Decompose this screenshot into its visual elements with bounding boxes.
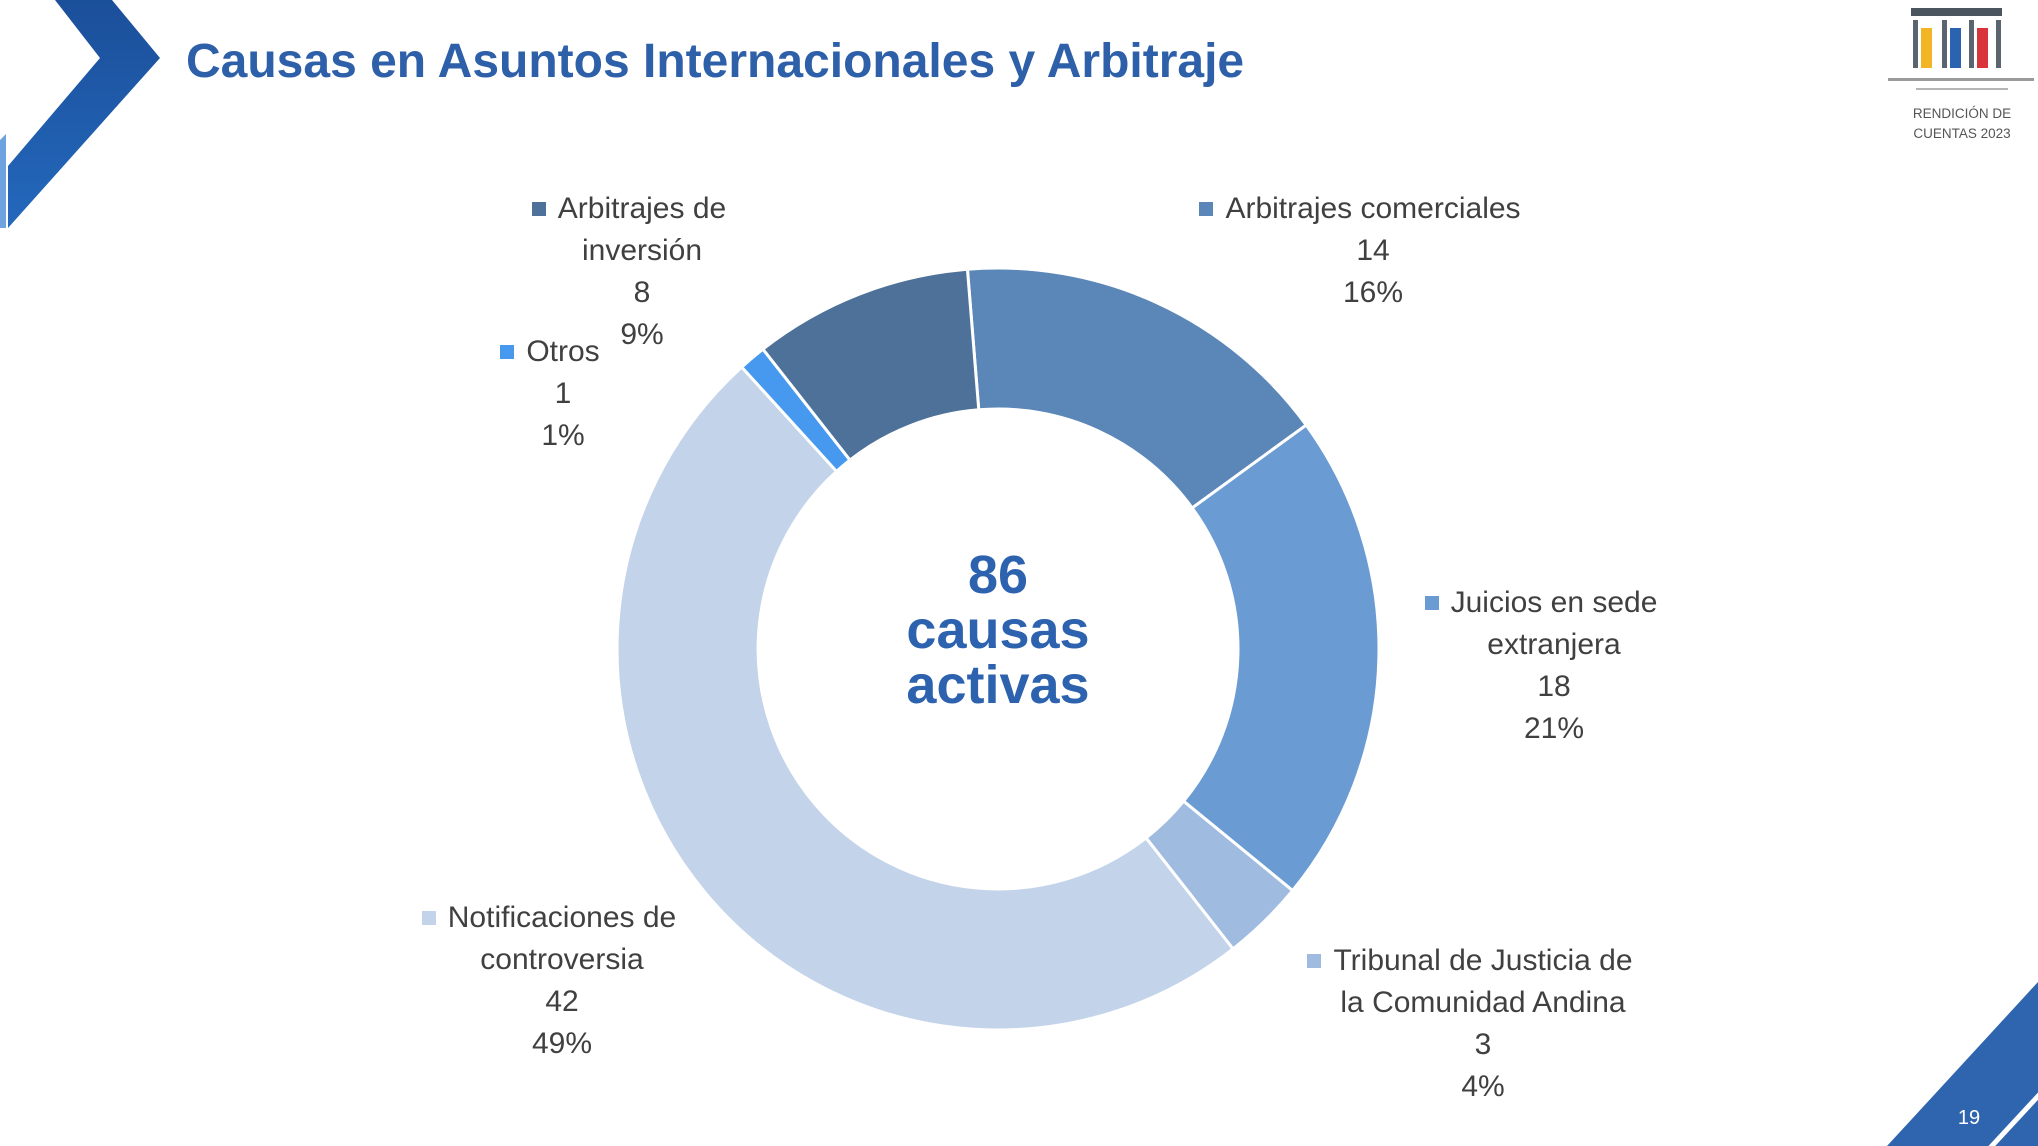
- legend-key-square: [1424, 596, 1439, 610]
- donut-center-label: 86 causas activas: [798, 548, 1198, 713]
- legend-key-square: [1307, 954, 1322, 968]
- logo-fine-print: [1916, 88, 2008, 90]
- logo-color-bar: [1921, 28, 1932, 68]
- label-percent: 1%: [541, 419, 585, 452]
- label-value: 1: [554, 377, 572, 410]
- data-label-tribunal-de-justicia: Tribunal de Justicia de la Comunidad And…: [1273, 940, 1693, 1108]
- label-name-text: Arbitrajes comerciales: [1225, 192, 1521, 225]
- corner-triangle-stripe: [1988, 1092, 2038, 1146]
- logo-color-bar: [1977, 28, 1988, 68]
- logo-color-bar: [1950, 28, 1961, 68]
- label-percent: 4%: [1461, 1070, 1505, 1103]
- label-name-wrap: Tribunal de Justicia de: [1307, 940, 1633, 982]
- label-name-line-1: Tribunal de Justicia de: [1273, 940, 1693, 982]
- page-number: 19: [1957, 1107, 1981, 1129]
- donut-slice-notificaciones-de-controversia: [615, 365, 1235, 1032]
- corner-chevron-sliver: [0, 134, 6, 228]
- data-label-otros: Otros 1 1%: [353, 331, 773, 457]
- label-name-line-1: Otros: [353, 331, 773, 373]
- data-label-arbitrajes-comerciales: Arbitrajes comerciales 14 16%: [1163, 188, 1583, 314]
- label-value: 42: [545, 985, 579, 1018]
- donut-slice-juicios-en-sede-extranjera: [1182, 423, 1381, 893]
- corner-chevron-shape: [8, 0, 160, 228]
- corner-triangle-shape: [1887, 982, 2038, 1146]
- legend-key-square: [500, 345, 515, 359]
- data-label-arbitrajes-de-inversion: Arbitrajes de inversión 8 9%: [432, 188, 852, 356]
- label-name-wrap: Juicios en sede: [1424, 582, 1658, 624]
- label-name-wrap: Arbitrajes de: [531, 188, 727, 230]
- label-name-wrap: Otros: [500, 331, 600, 373]
- data-label-notificaciones-de-controversia: Notificaciones de controversia 42 49%: [352, 897, 772, 1065]
- label-percent: 9%: [620, 318, 664, 351]
- label-percent: 16%: [1342, 276, 1404, 309]
- slide-title: Causas en Asuntos Internacionales y Arbi…: [186, 35, 1245, 88]
- label-name-line-2: inversión: [581, 234, 703, 267]
- label-name-line-1: Arbitrajes de: [432, 188, 852, 230]
- logo-caption-line-1: RENDICIÓN DE: [1912, 106, 2012, 121]
- label-value: 14: [1356, 234, 1390, 267]
- label-percent: 49%: [531, 1027, 593, 1060]
- label-value: 3: [1474, 1028, 1492, 1061]
- label-percent: 21%: [1523, 712, 1585, 745]
- label-name-wrap: Notificaciones de: [421, 897, 677, 939]
- institution-logo: RENDICIÓN DE CUENTAS 2023: [1886, 0, 2038, 145]
- label-name-line-1: Notificaciones de: [352, 897, 772, 939]
- label-value: 18: [1537, 670, 1571, 703]
- legend-key-square: [421, 911, 436, 925]
- label-name-text: Notificaciones de: [447, 901, 677, 934]
- label-name-line-2: controversia: [480, 943, 644, 976]
- legend-key-square: [531, 202, 546, 216]
- logo-fine-print: [1888, 78, 2034, 81]
- label-name-text: Arbitrajes de: [557, 192, 727, 225]
- label-name-text: Tribunal de Justicia de: [1333, 944, 1633, 977]
- label-name-line-2: extranjera: [1487, 628, 1621, 661]
- center-total-value: 86: [967, 545, 1029, 605]
- logo-caption-line-2: CUENTAS 2023: [1913, 126, 2011, 141]
- label-name-line-1: Juicios en sede: [1344, 582, 1764, 624]
- label-name-line-1: Arbitrajes comerciales: [1163, 188, 1583, 230]
- center-label-line-2: causas: [906, 600, 1090, 660]
- label-name-text: Juicios en sede: [1450, 586, 1658, 619]
- label-name-line-2: la Comunidad Andina: [1340, 986, 1626, 1019]
- donut-slice-arbitrajes-de-inversion: [761, 267, 981, 462]
- center-label-line-3: activas: [906, 655, 1090, 715]
- legend-key-square: [1199, 202, 1214, 216]
- label-name-wrap: Arbitrajes comerciales: [1199, 188, 1521, 230]
- data-label-juicios-en-sede-extranjera: Juicios en sede extranjera 18 21%: [1344, 582, 1764, 750]
- label-name-text: Otros: [526, 335, 600, 368]
- logo-emblem: [1888, 8, 2034, 90]
- label-value: 8: [633, 276, 651, 309]
